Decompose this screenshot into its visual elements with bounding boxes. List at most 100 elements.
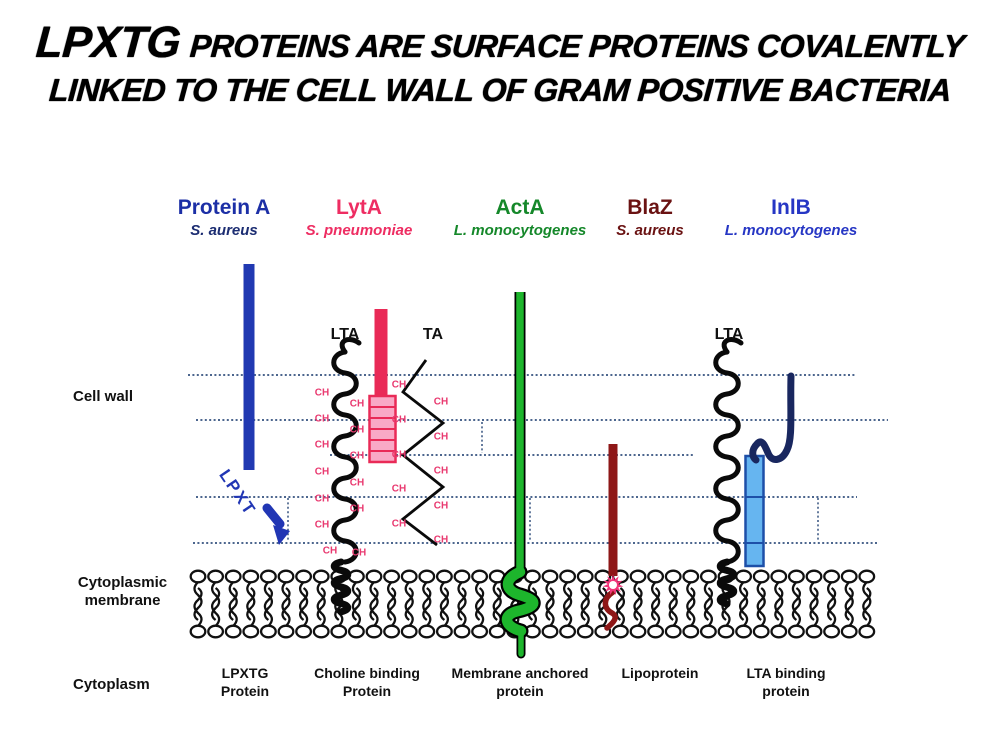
- lipid-head: [347, 624, 365, 639]
- lipid-tail: [298, 587, 309, 627]
- protein-species: L. monocytogenes: [453, 222, 587, 239]
- choline-unit-label: CH: [433, 431, 449, 443]
- lipid-head: [858, 624, 876, 639]
- lipid-head: [594, 569, 612, 584]
- lipid-head: [770, 624, 788, 639]
- lipid-tail: [281, 581, 291, 621]
- lipid-head: [823, 624, 841, 639]
- lipid-tail: [351, 581, 362, 621]
- lipid-head: [647, 624, 665, 639]
- lipid-tail: [298, 581, 309, 621]
- lipid-tail: [263, 587, 274, 627]
- lipid-tail: [703, 587, 714, 627]
- lipid-tail: [686, 581, 696, 621]
- lipid-tail: [281, 587, 291, 627]
- protein-name: ActA: [495, 196, 545, 219]
- lipid-tail: [246, 581, 256, 621]
- lipid-head: [823, 569, 841, 584]
- inlb-curve: [749, 372, 795, 464]
- choline-unit-label: CH: [314, 493, 330, 505]
- lipid-head: [787, 624, 805, 639]
- lipid-head: [752, 569, 770, 584]
- lipid-tail: [809, 587, 819, 627]
- lipid-tail: [791, 587, 802, 627]
- lipid-tail: [404, 581, 414, 621]
- type-label-membrane-anchored: Membrane anchored protein: [452, 664, 589, 700]
- lipid-tail: [210, 587, 221, 627]
- lipid-head: [365, 624, 383, 639]
- header-acta: ActA L. monocytogenes: [453, 196, 587, 240]
- lipid-head: [189, 624, 207, 639]
- header-blaz: BlaZ S. aureus: [616, 197, 684, 240]
- acta-membrane-anchor: [501, 566, 539, 637]
- cytoplasmic-membrane-label-line2: membrane: [84, 592, 161, 609]
- lipid-tail: [668, 587, 678, 627]
- lipid-tail: [422, 581, 432, 621]
- choline-unit-label: CH: [391, 449, 407, 461]
- choline-unit-label: CH: [391, 414, 407, 426]
- lyta-bar: [374, 309, 388, 399]
- polymer-chains: [330, 337, 744, 616]
- lipid-head: [699, 624, 717, 639]
- lipid-tail: [738, 581, 749, 621]
- type-label-line1: Membrane anchored: [451, 665, 589, 681]
- lipid-head: [224, 569, 242, 584]
- type-label-line2: Protein: [342, 683, 392, 699]
- type-label-line2: protein: [762, 683, 810, 699]
- lipid-head: [207, 569, 225, 584]
- lipid-tail: [580, 581, 590, 621]
- lipid-tail: [210, 581, 221, 621]
- type-label-lta-binding: LTA binding protein: [746, 664, 825, 700]
- lipid-tail: [193, 581, 203, 621]
- lipid-tail: [492, 581, 502, 621]
- lipid-head: [576, 569, 594, 584]
- ta-chain-zigzag: [400, 359, 446, 547]
- lipid-tail: [844, 587, 854, 627]
- lipid-head: [629, 569, 647, 584]
- lipid-head: [840, 624, 858, 639]
- cell-wall-label: Cell wall: [73, 388, 134, 405]
- lipid-head: [435, 569, 453, 584]
- lipid-tail: [668, 581, 678, 621]
- lipid-head: [682, 569, 700, 584]
- lta-chain-lyta-membrane-knot: [330, 558, 352, 616]
- lipid-head: [735, 624, 753, 639]
- lipid-tail: [316, 581, 326, 621]
- lta-chain-inlb-membrane-knot: [716, 558, 738, 608]
- lipid-tail: [193, 587, 203, 627]
- lipid-head: [770, 569, 788, 584]
- lipid-tail: [633, 581, 643, 621]
- lipid-head: [330, 624, 348, 639]
- lipid-tail: [633, 587, 643, 627]
- lipid-tail: [369, 581, 379, 621]
- lipid-head: [611, 624, 629, 639]
- lipid-head: [805, 624, 823, 639]
- lipid-tail: [615, 587, 626, 627]
- choline-unit-label: CH: [314, 413, 330, 425]
- lipid-head: [541, 624, 559, 639]
- lipid-tail: [562, 581, 573, 621]
- lipid-tail: [791, 581, 802, 621]
- lpxt-arrow-shaft: [262, 503, 285, 529]
- lipid-head: [242, 569, 260, 584]
- lpxt-arrow-head: [273, 525, 290, 545]
- choline-unit-label: CH: [349, 398, 365, 410]
- type-label-choline-binding: Choline binding Protein: [314, 664, 420, 700]
- choline-unit-label: CH: [433, 500, 449, 512]
- choline-unit-label: CH: [349, 477, 365, 489]
- lipid-head: [647, 569, 665, 584]
- lipid-head: [295, 569, 313, 584]
- lipid-tail: [263, 581, 274, 621]
- lipid-tail: [738, 587, 749, 627]
- blaz-lipid-anchor-center: [609, 581, 617, 589]
- inlb-lta-binding-domain: [744, 454, 765, 568]
- lipid-head: [471, 624, 489, 639]
- type-label-lipoprotein: Lipoprotein: [622, 664, 699, 682]
- lta-chain-inlb-hook: [721, 337, 744, 355]
- protein-name: LytA: [336, 196, 382, 219]
- lipid-tail: [826, 581, 837, 621]
- lipid-tail: [650, 587, 661, 627]
- lipid-head: [858, 569, 876, 584]
- choline-unit-label: CH: [391, 379, 407, 391]
- protein-a-bar: [243, 264, 255, 470]
